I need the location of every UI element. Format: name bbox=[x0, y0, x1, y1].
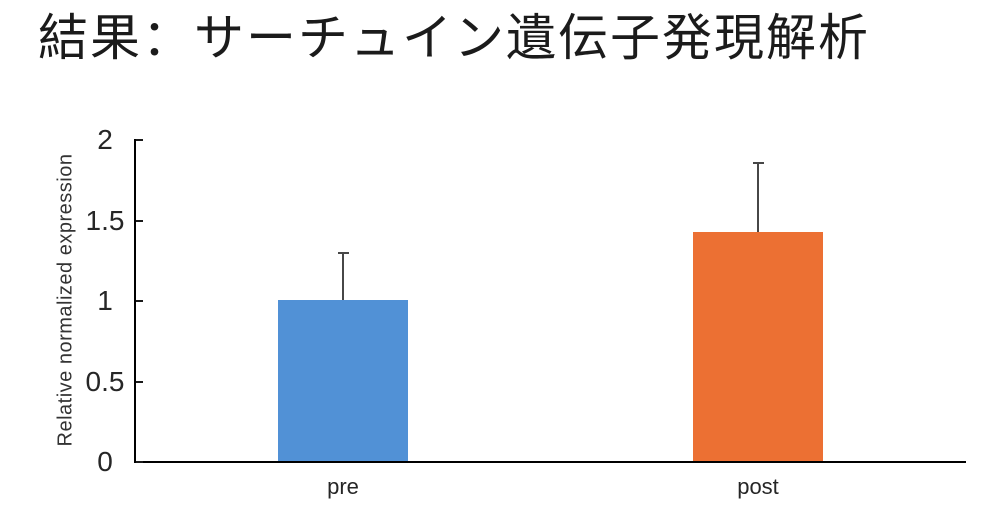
slide-title: 結果：サーチュイン遺伝子発現解析 bbox=[38, 10, 870, 66]
error-bar-cap-pre bbox=[337, 252, 349, 255]
bar-post bbox=[693, 232, 823, 461]
category-label-pre: pre bbox=[327, 474, 359, 499]
y-axis-tick bbox=[136, 300, 143, 302]
y-axis-tick-label: 0.5 bbox=[85, 365, 125, 397]
y-axis-tick bbox=[136, 461, 143, 463]
y-axis-line bbox=[134, 139, 136, 463]
y-axis-tick-label: 1.5 bbox=[85, 204, 125, 236]
y-axis-tick bbox=[136, 380, 143, 383]
y-axis-tick-label: 2 bbox=[97, 124, 113, 155]
y-axis-tick bbox=[136, 219, 143, 222]
error-bar-pre bbox=[342, 253, 344, 300]
category-label-post: post bbox=[737, 474, 779, 499]
error-bar-cap-post bbox=[752, 162, 764, 165]
x-axis-line bbox=[134, 461, 966, 463]
bar-pre bbox=[278, 300, 408, 461]
y-axis-tick bbox=[136, 139, 143, 141]
y-axis-tick-label: 0 bbox=[97, 446, 113, 477]
y-axis-tick-label: 1 bbox=[97, 285, 113, 316]
error-bar-post bbox=[757, 163, 759, 233]
